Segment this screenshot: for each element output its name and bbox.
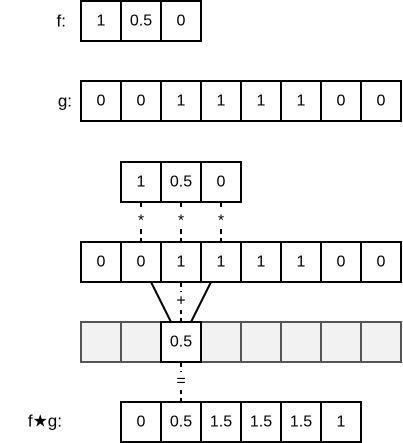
f-cell (120, 0, 162, 42)
g-cell (120, 80, 162, 122)
multiply-symbol: * (178, 213, 184, 230)
row-g-repeat: 0 0 1 1 1 1 0 0 (80, 241, 402, 283)
g-value: 1 (297, 93, 306, 110)
result-cell (160, 401, 202, 443)
g-repeat-value: 1 (297, 254, 306, 271)
result-value: 1.5 (290, 414, 312, 431)
result-cell (200, 401, 242, 443)
g-value: 1 (257, 93, 266, 110)
symbol-bg (173, 292, 189, 310)
result-value: 1 (337, 414, 346, 431)
f-value: 0.5 (130, 13, 152, 30)
result-value: 1.5 (250, 414, 272, 431)
g-value: 1 (217, 93, 226, 110)
g-value: 0 (137, 93, 146, 110)
g-repeat-value: 0 (377, 254, 386, 271)
f-value: 0 (177, 13, 186, 30)
row-output-slots: 0.5 (80, 321, 402, 363)
f-cell (160, 0, 202, 42)
g-value: 0 (97, 93, 106, 110)
output-slot-cell (120, 321, 162, 363)
output-slot-cell (360, 321, 402, 363)
g-repeat-value: 1 (177, 254, 186, 271)
output-slot-cell (240, 321, 282, 363)
g-cell (200, 80, 242, 122)
g-cell (280, 80, 322, 122)
g-repeat-value: 1 (217, 254, 226, 271)
g-repeat-value: 0 (337, 254, 346, 271)
plus-symbol: + (176, 293, 185, 310)
output-slot-cell (320, 321, 362, 363)
result-cell (320, 401, 362, 443)
result-cell (240, 401, 282, 443)
output-slot-cell (80, 321, 122, 363)
output-slot-cell (200, 321, 242, 363)
g-repeat-cell (160, 241, 202, 283)
kernel-value: 1 (137, 174, 146, 191)
label-f: f: (57, 12, 66, 31)
funnel-right-line (190, 281, 212, 323)
g-cell (240, 80, 282, 122)
multiply-connectors: * * * (133, 202, 229, 241)
result-value: 1.5 (210, 414, 232, 431)
g-cell (360, 80, 402, 122)
row-result: 0 0.5 1.5 1.5 1.5 1 (120, 401, 362, 443)
g-cell (320, 80, 362, 122)
row-g: 0 0 1 1 1 1 0 0 (80, 80, 402, 122)
multiply-symbol: * (138, 213, 144, 230)
result-cell (280, 401, 322, 443)
kernel-value: 0.5 (170, 174, 192, 191)
label-result: f★g: (28, 412, 62, 431)
output-slot-cell (280, 321, 322, 363)
funnel-left-line (150, 281, 172, 323)
result-value: 0 (137, 414, 146, 431)
f-cell (80, 0, 122, 42)
row-f: 1 0.5 0 (80, 0, 202, 42)
symbol-bg (173, 372, 189, 390)
equals-symbol: = (176, 373, 185, 390)
result-value: 0.5 (170, 414, 192, 431)
equals-connector: = (173, 362, 189, 401)
g-repeat-cell (200, 241, 242, 283)
g-value: 1 (177, 93, 186, 110)
symbol-bg (133, 211, 149, 227)
g-value: 0 (377, 93, 386, 110)
row-kernel-slid: 1 0.5 0 (120, 161, 242, 203)
symbol-bg (213, 211, 229, 227)
g-repeat-value: 0 (137, 254, 146, 271)
g-repeat-value: 1 (257, 254, 266, 271)
g-value: 0 (337, 93, 346, 110)
label-g: g: (58, 92, 72, 111)
kernel-value: 0 (217, 174, 226, 191)
multiply-symbol: * (218, 213, 224, 230)
current-output-value: 0.5 (170, 334, 192, 351)
symbol-bg (173, 211, 189, 227)
result-cell (120, 401, 162, 443)
f-value: 1 (97, 13, 106, 30)
sum-funnel: + (150, 281, 212, 323)
g-repeat-value: 0 (97, 254, 106, 271)
g-repeat-cell (360, 241, 402, 283)
